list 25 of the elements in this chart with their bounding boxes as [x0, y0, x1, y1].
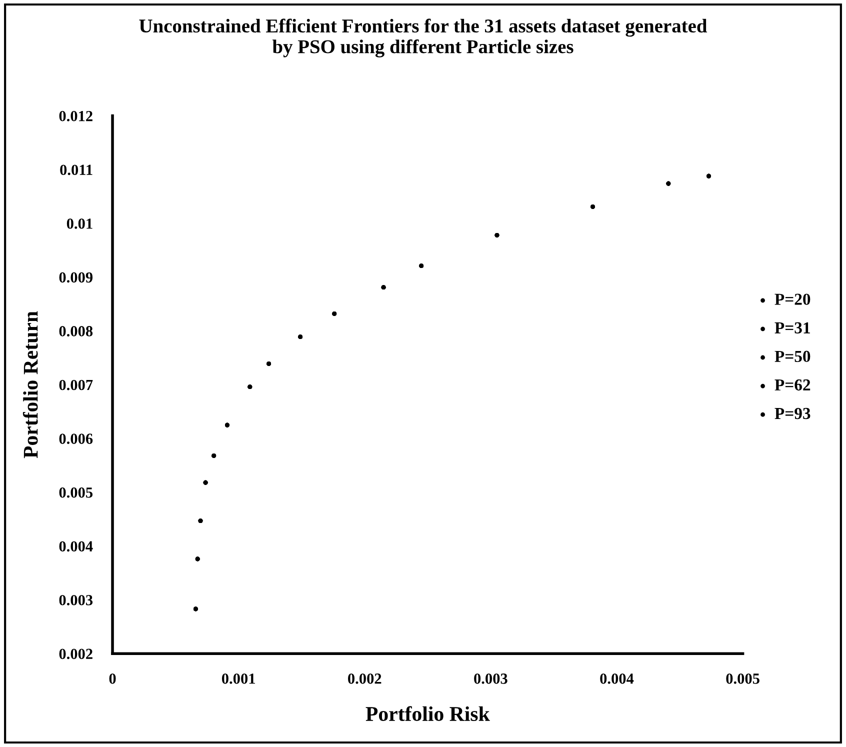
y-axis-title: Portfolio Return [22, 311, 38, 458]
legend-label: P=20 [774, 294, 810, 305]
x-tick-label: 0.001 [222, 674, 255, 684]
x-tick-label: 0 [109, 674, 116, 684]
x-tick-label: 0.004 [600, 674, 634, 684]
y-tick-label: 0.007 [59, 380, 93, 390]
x-tick-label: 0.003 [474, 674, 508, 684]
y-tick-label: 0.003 [59, 594, 93, 606]
y-tick-label: 0.01 [66, 218, 92, 229]
y-tick-label: 0.009 [59, 272, 93, 283]
x-axis-title: Portfolio Risk [366, 706, 490, 722]
legend-label: P=62 [774, 379, 810, 391]
legend-label: P=93 [774, 408, 810, 420]
y-tick-label: 0.006 [59, 434, 93, 444]
legend-label: P=31 [774, 322, 810, 334]
y-tick-label: 0.012 [59, 110, 92, 122]
x-tick-label: 0.002 [348, 674, 382, 684]
y-tick-label: 0.002 [59, 648, 92, 660]
chart-title: Unconstrained Efficient Frontiers for the 31 assets dataset generated by PSO using different Particle sizes [139, 18, 708, 58]
y-tick-label: 0.011 [60, 164, 92, 176]
legend-label: P=50 [774, 350, 810, 362]
x-tick-label: 0.005 [726, 674, 760, 684]
y-tick-label: 0.008 [59, 326, 93, 336]
y-tick-label: 0.005 [59, 487, 93, 498]
y-tick-label: 0.004 [59, 541, 93, 552]
